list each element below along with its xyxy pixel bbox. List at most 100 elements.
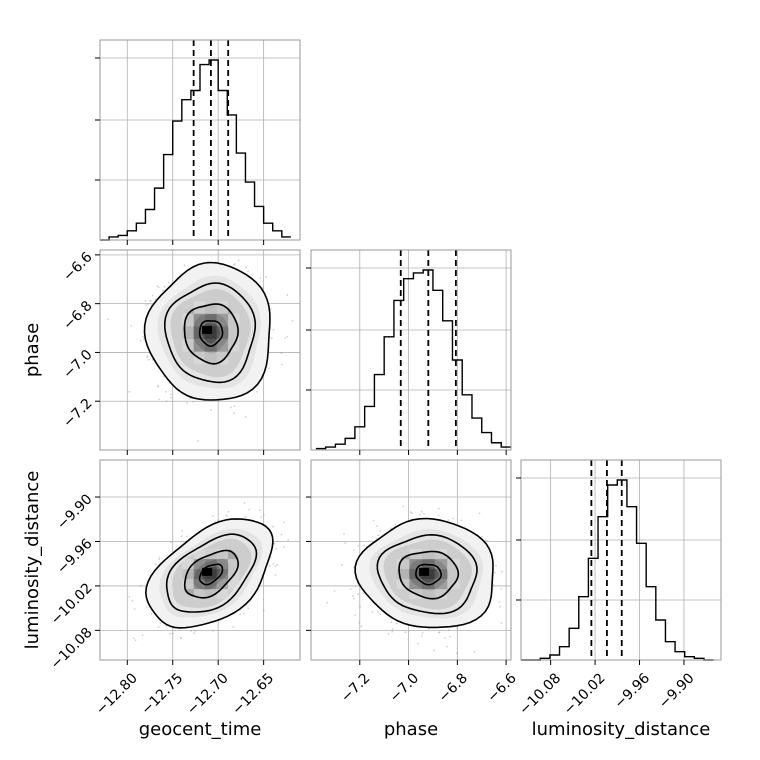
sample-point	[274, 574, 277, 576]
sample-point	[233, 263, 236, 265]
contour-line-1	[164, 282, 257, 384]
x-axis-label-luminosity_distance: luminosity_distance	[532, 719, 711, 740]
sample-point	[452, 517, 455, 520]
sample-point	[456, 652, 458, 655]
sample-point	[286, 294, 289, 297]
sample-point	[500, 570, 503, 573]
sample-point	[248, 508, 251, 511]
density-cell	[193, 589, 206, 600]
sample-point	[146, 355, 149, 357]
x-tick-label-geocent_time: −12.65	[229, 670, 277, 718]
sample-point	[498, 601, 501, 603]
x-tick-label-phase: −7.2	[338, 670, 373, 705]
sample-point	[170, 541, 173, 544]
sample-point	[390, 621, 393, 623]
panel-frame	[520, 459, 722, 661]
density-cell	[205, 301, 217, 314]
density-cell	[182, 569, 194, 580]
contour-line-3	[415, 563, 442, 586]
sample-point	[359, 605, 361, 608]
sample-point	[134, 639, 137, 642]
density-cell	[193, 549, 206, 560]
sample-point	[513, 569, 515, 571]
y-tick-label-luminosity_distance: −10.02	[48, 580, 96, 628]
sample-point	[420, 635, 423, 637]
x-tick-label-luminosity_distance: −10.08	[516, 670, 564, 718]
density-cell	[434, 549, 448, 560]
sample-point	[375, 537, 378, 540]
sample-point	[159, 622, 162, 624]
density-peak	[419, 567, 430, 576]
density-cell	[205, 559, 217, 570]
sample-point	[180, 535, 183, 538]
contour-line-3	[198, 563, 224, 586]
sample-point	[186, 535, 189, 538]
sample-point	[417, 642, 419, 645]
sample-point	[179, 637, 182, 639]
joint-panel-phase-luminosity_distance	[306, 459, 515, 665]
histogram-phase	[315, 269, 511, 450]
sample-point	[494, 571, 496, 574]
sample-point	[192, 400, 195, 403]
sample-point	[232, 626, 235, 628]
sample-point	[144, 299, 147, 302]
sample-point	[423, 513, 425, 515]
sample-point	[302, 494, 304, 496]
sample-point	[252, 236, 254, 238]
sample-point	[353, 549, 355, 551]
sample-point	[500, 622, 503, 625]
sample-point	[145, 606, 148, 609]
sample-point	[169, 393, 172, 396]
sample-point	[255, 390, 258, 393]
sample-point	[352, 595, 354, 598]
density-cell	[205, 313, 217, 327]
density-cell	[182, 326, 194, 339]
sample-point	[139, 585, 142, 587]
sample-point	[154, 563, 157, 566]
sample-point	[404, 631, 407, 634]
density-cell	[193, 569, 206, 580]
y-tick-label-phase: −6.8	[60, 298, 95, 333]
sample-point	[233, 405, 236, 408]
density-cell	[216, 301, 229, 314]
sample-point	[449, 635, 452, 638]
sample-point	[280, 533, 283, 536]
contour-line-2	[183, 303, 239, 365]
sample-point	[437, 507, 440, 510]
sample-point	[283, 521, 285, 524]
sample-point	[326, 601, 328, 604]
density-cell	[447, 569, 460, 580]
sample-point	[379, 530, 381, 533]
sample-point	[349, 588, 352, 590]
sample-point	[181, 530, 184, 532]
sample-point	[260, 516, 263, 519]
sample-point	[258, 509, 261, 512]
density-cell	[193, 313, 206, 327]
contour-line-0	[144, 518, 274, 629]
sample-point	[363, 544, 366, 547]
sample-point	[447, 629, 450, 631]
sample-point	[150, 300, 152, 302]
contour-line-1	[165, 533, 258, 613]
sample-point	[447, 519, 450, 521]
density-cell	[422, 589, 435, 600]
sample-point	[387, 632, 390, 635]
x-tick-label-geocent_time: −12.70	[184, 670, 232, 718]
sample-point	[157, 626, 160, 628]
sample-point	[259, 277, 262, 279]
density-cell	[434, 559, 448, 570]
sample-point	[172, 632, 174, 635]
density-cell	[228, 313, 240, 327]
histogram-geocent_time	[100, 59, 291, 241]
sample-point	[272, 525, 274, 528]
sample-point	[372, 519, 375, 522]
sample-point	[193, 632, 196, 635]
sample-point	[158, 558, 161, 561]
sample-point	[163, 285, 166, 288]
density-cell	[434, 589, 448, 600]
contour-line-1	[376, 533, 478, 615]
density-cell	[409, 559, 423, 570]
sample-point	[275, 548, 277, 550]
sample-point	[354, 614, 356, 616]
